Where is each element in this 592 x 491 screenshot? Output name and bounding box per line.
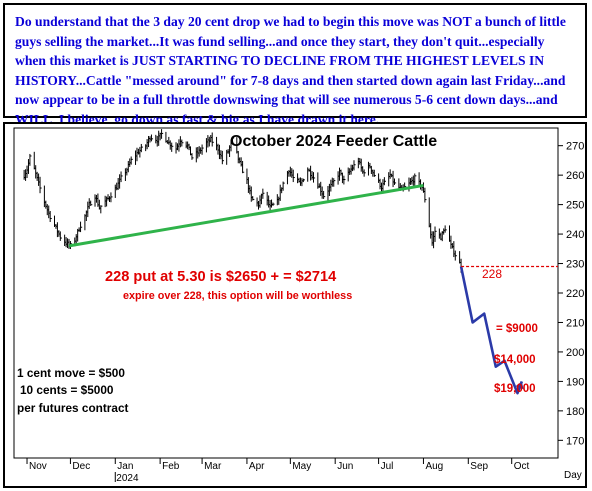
x-tick-label: Jun (337, 461, 353, 472)
y-tick-label: 170 (566, 435, 584, 447)
y-tick-label: 240 (566, 229, 584, 241)
year-label: 2024 (116, 473, 139, 484)
x-tick-label: Oct (514, 461, 530, 472)
contract-note-line-2: 10 cents = $5000 (20, 383, 114, 397)
commentary-text: Do understand that the 3 day 20 cent dro… (15, 14, 566, 127)
put-subline: expire over 228, this option will be wor… (123, 290, 352, 302)
x-tick-label: Aug (425, 461, 443, 472)
x-tick-label: Sep (470, 461, 488, 472)
x-tick-label: Jul (381, 461, 394, 472)
strike-label: 228 (482, 267, 502, 281)
y-tick-label: 270 (566, 141, 584, 153)
chart-panel: 170 180 190 200 210 220 230 240 250 260 270 Nov Dec J… (3, 122, 587, 488)
contract-note-line-3: per futures contract (17, 401, 129, 415)
put-headline: 228 put at 5.30 is $2650 + = $2714 (105, 269, 337, 285)
projection-line (459, 266, 524, 395)
x-tick-label: May (292, 461, 311, 472)
y-tick-label: 210 (566, 317, 584, 329)
x-tick-label: Jan (117, 461, 133, 472)
chart-title: October 2024 Feeder Cattle (230, 133, 437, 150)
profit-label-2: $14,000 (494, 354, 536, 366)
y-tick-label: 180 (566, 406, 584, 418)
annotation-lines-layer (68, 183, 558, 395)
profit-label-3: $19,000 (494, 383, 536, 395)
x-tick-label: Mar (204, 461, 222, 472)
y-tick-label: 220 (566, 288, 584, 300)
contract-note-line-1: 1 cent move = $500 (17, 366, 125, 380)
y-tick-label: 260 (566, 170, 584, 182)
axis-layer: 170 180 190 200 210 220 230 240 250 260 270 Nov Dec J… (26, 141, 584, 484)
y-tick-label: 200 (566, 347, 584, 359)
x-tick-label: Feb (162, 461, 180, 472)
price-chart: 170 180 190 200 210 220 230 240 250 260 270 Nov Dec J… (13, 127, 584, 484)
y-tick-label: 230 (566, 259, 584, 271)
x-tick-label: Dec (72, 461, 90, 472)
trendline (68, 183, 424, 248)
price-bars-layer (23, 129, 463, 273)
projection-arrowhead (515, 381, 524, 390)
x-period-label: Day (564, 470, 582, 481)
profit-label-1: = $9000 (496, 323, 538, 335)
commentary-box: Do understand that the 3 day 20 cent dro… (3, 3, 587, 127)
x-tick-label: Nov (29, 461, 47, 472)
x-tick-label: Apr (249, 461, 265, 472)
y-tick-label: 190 (566, 376, 584, 388)
y-tick-label: 250 (566, 200, 584, 212)
